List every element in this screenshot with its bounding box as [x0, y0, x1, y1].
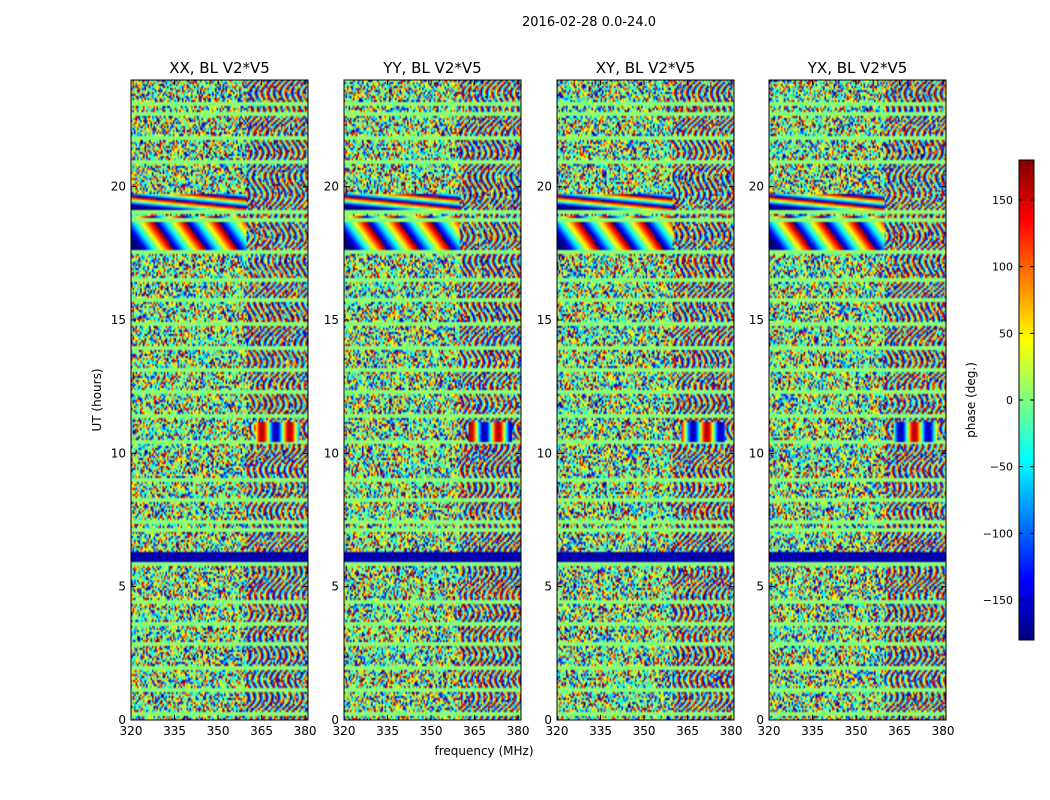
phase-image	[557, 80, 734, 720]
phase-image	[131, 80, 308, 720]
figure-title: 2016-02-28 0.0-24.0	[522, 15, 656, 30]
x-tick-label: 350	[207, 724, 230, 738]
x-tick-label: 380	[294, 724, 317, 738]
y-tick-label: 10	[537, 446, 552, 460]
x-tick-label: 365	[888, 724, 911, 738]
y-tick-label: 5	[118, 580, 126, 594]
y-tick-label: 5	[756, 580, 764, 594]
x-tick-label: 365	[463, 724, 486, 738]
x-tick-label: 320	[333, 724, 356, 738]
x-tick-label: 380	[932, 724, 955, 738]
y-tick-label: 15	[324, 313, 339, 327]
colorbar-tick-label: 150	[992, 194, 1013, 207]
panel-title: YY, BL V2*V5	[382, 59, 481, 77]
y-tick-label: 5	[544, 580, 552, 594]
colorbar: −150 −100 −50 0 50 100 150 phase (deg.)	[964, 159, 1035, 641]
panel-4: YX, BL V2*V5 320 335 350 365 380 0 5 10 15 20	[749, 59, 955, 738]
x-tick-label: 365	[676, 724, 699, 738]
panel-title: XX, BL V2*V5	[169, 59, 270, 77]
phase-image	[344, 80, 521, 720]
panel-frame	[556, 79, 735, 721]
y-tick-label: 10	[324, 446, 339, 460]
x-axis-label: frequency (MHz)	[434, 744, 533, 758]
panel-frame	[130, 79, 309, 721]
colorbar-tick-label: 100	[992, 261, 1013, 274]
y-tick-label: 0	[544, 713, 552, 727]
y-tick-label: 0	[756, 713, 764, 727]
panel-frame	[343, 79, 522, 721]
x-tick-label: 380	[720, 724, 743, 738]
y-tick-label: 20	[537, 180, 552, 194]
panel-title: XY, BL V2*V5	[596, 59, 696, 77]
y-tick-label: 15	[111, 313, 126, 327]
phase-image	[769, 80, 946, 720]
y-tick-label: 5	[331, 580, 339, 594]
x-tick-label: 350	[420, 724, 443, 738]
colorbar-tick-label: 50	[999, 327, 1013, 340]
y-tick-label: 20	[324, 180, 339, 194]
x-tick-label: 320	[120, 724, 143, 738]
panel-title: YX, BL V2*V5	[807, 59, 908, 77]
colorbar-tick-label: −100	[983, 527, 1013, 540]
panel-2: YY, BL V2*V5 320 335 350 365 380 0 5 10 15 20	[324, 59, 530, 738]
x-tick-label: 335	[163, 724, 186, 738]
colorbar-label: phase (deg.)	[964, 362, 978, 438]
y-tick-label: 10	[111, 446, 126, 460]
y-tick-label: 20	[749, 180, 764, 194]
x-tick-label: 335	[589, 724, 612, 738]
x-tick-label: 320	[546, 724, 569, 738]
x-tick-label: 335	[801, 724, 824, 738]
y-tick-label: 15	[749, 313, 764, 327]
x-tick-label: 365	[250, 724, 273, 738]
y-tick-label: 20	[111, 180, 126, 194]
colorbar-tick-label: −150	[983, 594, 1013, 607]
colorbar-tick-label: −50	[990, 461, 1013, 474]
x-tick-label: 350	[845, 724, 868, 738]
y-axis-label: UT (hours)	[90, 368, 104, 431]
y-tick-label: 15	[537, 313, 552, 327]
x-tick-label: 335	[376, 724, 399, 738]
y-tick-label: 0	[331, 713, 339, 727]
panel-frame	[768, 79, 947, 721]
y-tick-label: 10	[749, 446, 764, 460]
panel-1: XX, BL V2*V5 320 335 350 365 380 0 5 10 15 20	[111, 59, 317, 738]
colorbar-tick-label: 0	[1006, 394, 1013, 407]
x-tick-label: 320	[758, 724, 781, 738]
y-tick-label: 0	[118, 713, 126, 727]
x-tick-label: 350	[633, 724, 656, 738]
x-tick-label: 380	[507, 724, 530, 738]
panel-3: XY, BL V2*V5 320 335 350 365 380 0 5 10 15 20	[537, 59, 743, 738]
